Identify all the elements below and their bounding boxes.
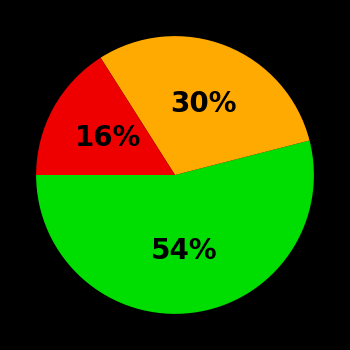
- Text: 16%: 16%: [75, 124, 141, 152]
- Text: 30%: 30%: [170, 90, 236, 118]
- Wedge shape: [36, 58, 175, 175]
- Wedge shape: [100, 36, 309, 175]
- Wedge shape: [36, 140, 314, 314]
- Text: 54%: 54%: [151, 237, 218, 265]
